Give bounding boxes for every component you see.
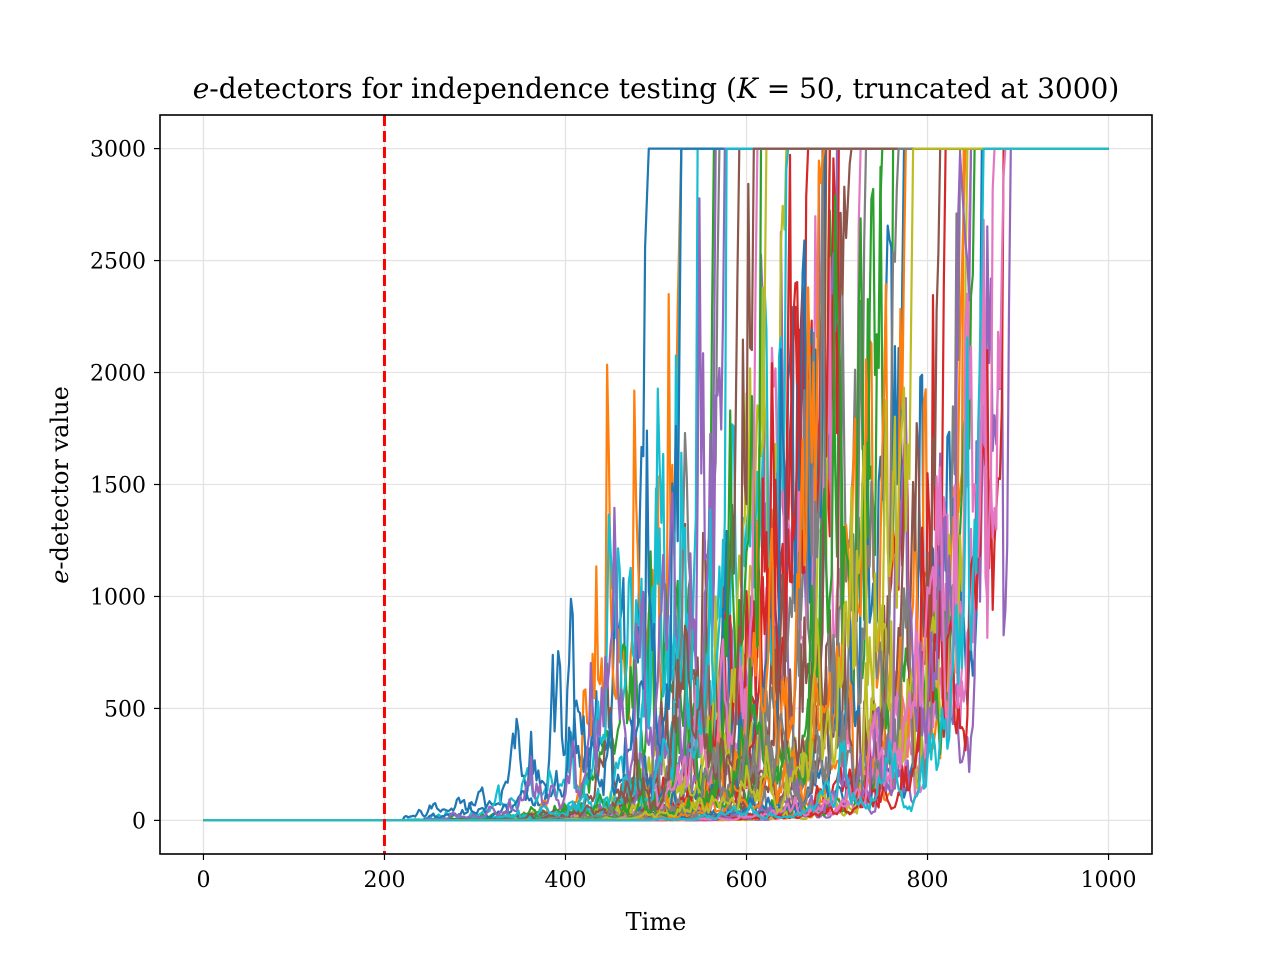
ticks: 0 200 400 600 800 1000 0 500 1000 1500 2000 2500 300… xyxy=(90,138,1137,893)
y-tick-label: 1500 xyxy=(90,474,146,499)
x-tick-label: 0 xyxy=(196,868,210,893)
y-tick-label: 1000 xyxy=(90,585,146,610)
y-tick-label: 3000 xyxy=(90,138,146,163)
chart-title: e-detectors for independence testing (K … xyxy=(193,72,1120,105)
x-axis-label: Time xyxy=(626,908,687,936)
x-tick-label: 400 xyxy=(544,868,586,893)
y-tick-label: 2500 xyxy=(90,250,146,275)
x-tick-label: 200 xyxy=(363,868,405,893)
y-axis-label: e-detector value xyxy=(46,386,74,584)
x-tick-label: 800 xyxy=(907,868,949,893)
y-tick-label: 0 xyxy=(132,809,146,834)
y-tick-label: 500 xyxy=(104,697,146,722)
x-tick-label: 1000 xyxy=(1081,868,1137,893)
x-tick-label: 600 xyxy=(726,868,768,893)
series-line xyxy=(203,147,1109,822)
series-group xyxy=(203,147,1109,822)
y-tick-label: 2000 xyxy=(90,362,146,387)
